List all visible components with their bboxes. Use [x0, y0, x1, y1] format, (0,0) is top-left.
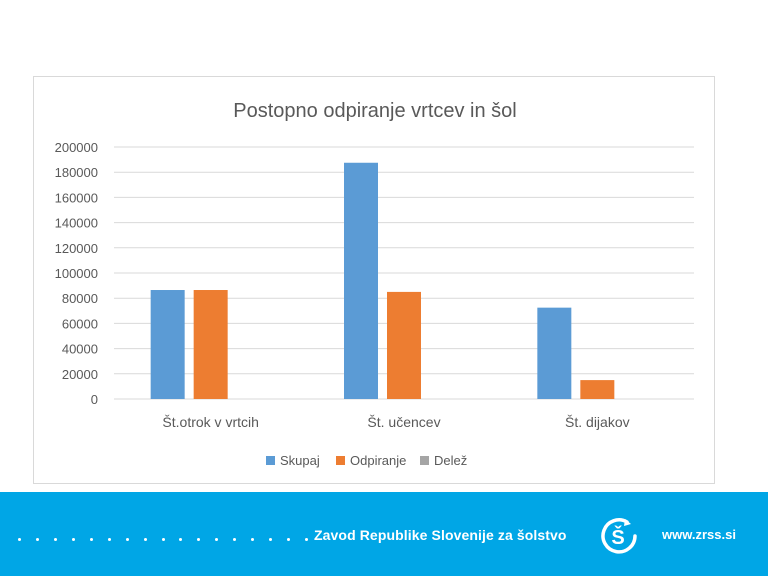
decorative-dot [215, 538, 219, 541]
y-tick-label: 180000 [55, 165, 98, 180]
x-tick-label: Št. dijakov [565, 414, 630, 430]
bar-chart: Postopno odpiranje vrtcev in šol 0 20000 40… [55, 100, 694, 468]
y-tick-label: 120000 [55, 241, 98, 256]
decorative-dot [251, 538, 255, 541]
bar-skupaj [537, 307, 572, 399]
x-tick-label: Št. učencev [367, 414, 440, 430]
website-link[interactable]: www.zrss.si [662, 527, 736, 542]
footer-bar [0, 492, 768, 576]
decorative-dot [161, 538, 165, 541]
bar-odpiranje [193, 290, 228, 399]
bar-odpiranje [387, 291, 421, 399]
logo-letter: Š [611, 525, 624, 549]
legend-swatch-delež [420, 456, 429, 465]
decorative-dot [89, 538, 93, 541]
chart-title: Postopno odpiranje vrtcev in šol [233, 100, 517, 122]
decorative-dot [287, 538, 291, 541]
bar-skupaj [150, 290, 185, 399]
decorative-dot [233, 538, 237, 541]
y-tick-label: 0 [91, 392, 98, 407]
y-tick-label: 80000 [62, 291, 98, 306]
decorative-dot [71, 538, 75, 541]
y-tick-label: 160000 [55, 190, 98, 205]
bar-odpiranje [580, 380, 615, 399]
decorative-dot [269, 538, 273, 541]
chart-area: Postopno odpiranje vrtcev in šol 0 20000 40… [33, 76, 715, 484]
legend-swatch-skupaj [266, 456, 275, 465]
decorative-dot [53, 538, 57, 541]
decorative-dot [305, 538, 308, 541]
y-tick-label: 100000 [55, 266, 98, 281]
decorative-dot [197, 538, 201, 541]
y-tick-label: 40000 [62, 342, 98, 357]
y-tick-label: 60000 [62, 316, 98, 331]
decorative-dots [18, 536, 308, 542]
y-tick-label: 20000 [62, 367, 98, 382]
decorative-dot [179, 538, 183, 541]
legend-swatch-odpiranje [336, 456, 345, 465]
legend-label: Skupaj [280, 453, 320, 468]
decorative-dot [125, 538, 129, 541]
organization-name: Zavod Republike Slovenije za šolstvo [314, 527, 567, 543]
y-tick-label: 200000 [55, 140, 98, 155]
zrss-logo-icon: Š [601, 518, 637, 554]
decorative-dot [143, 538, 147, 541]
bar-skupaj [344, 162, 378, 399]
decorative-dot [107, 538, 111, 541]
decorative-dot [35, 538, 39, 541]
legend-label: Odpiranje [350, 453, 406, 468]
legend-label: Delež [434, 453, 467, 468]
x-tick-label: Št.otrok v vrtcih [162, 414, 258, 430]
y-tick-label: 140000 [55, 216, 98, 231]
decorative-dot [18, 538, 21, 541]
